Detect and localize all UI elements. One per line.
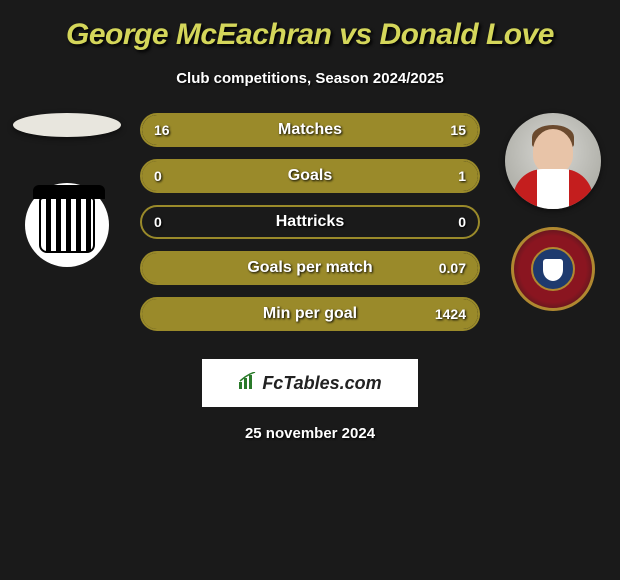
stat-label: Goals per match <box>142 259 478 277</box>
brand-text: FcTables.com <box>262 373 381 394</box>
stat-bar: Min per goal1424 <box>140 297 480 331</box>
page-title: George McEachran vs Donald Love <box>10 18 610 52</box>
date-text: 25 november 2024 <box>10 425 610 442</box>
stat-value-right: 1 <box>458 168 466 184</box>
stat-label: Min per goal <box>142 305 478 323</box>
chart-icon <box>238 372 258 395</box>
stat-bar: 0Goals1 <box>140 159 480 193</box>
stat-label: Matches <box>142 121 478 139</box>
stat-label: Goals <box>142 167 478 185</box>
right-player-column <box>498 113 608 311</box>
stat-label: Hattricks <box>142 213 478 231</box>
crest-shield-icon <box>543 259 563 281</box>
brand-badge[interactable]: FcTables.com <box>202 359 418 407</box>
crest-banner <box>33 185 105 199</box>
crest-shield-icon <box>39 197 95 253</box>
stat-value-right: 0 <box>458 214 466 230</box>
avatar-head <box>533 129 573 173</box>
left-player-column <box>12 113 122 267</box>
stat-value-right: 0.07 <box>439 260 466 276</box>
stat-bar: 16Matches15 <box>140 113 480 147</box>
stat-bar: Goals per match0.07 <box>140 251 480 285</box>
comparison-card: George McEachran vs Donald Love Club com… <box>0 0 620 442</box>
player-left-crest <box>25 183 109 267</box>
stats-column: 16Matches150Goals10Hattricks0Goals per m… <box>122 113 498 343</box>
player-left-avatar <box>13 113 121 137</box>
subtitle: Club competitions, Season 2024/2025 <box>10 70 610 87</box>
stat-bar: 0Hattricks0 <box>140 205 480 239</box>
stat-value-right: 15 <box>450 122 466 138</box>
player-right-crest <box>511 227 595 311</box>
avatar-body <box>513 169 593 209</box>
main-area: 16Matches150Goals10Hattricks0Goals per m… <box>10 113 610 343</box>
player-right-avatar <box>505 113 601 209</box>
stat-value-right: 1424 <box>435 306 466 322</box>
